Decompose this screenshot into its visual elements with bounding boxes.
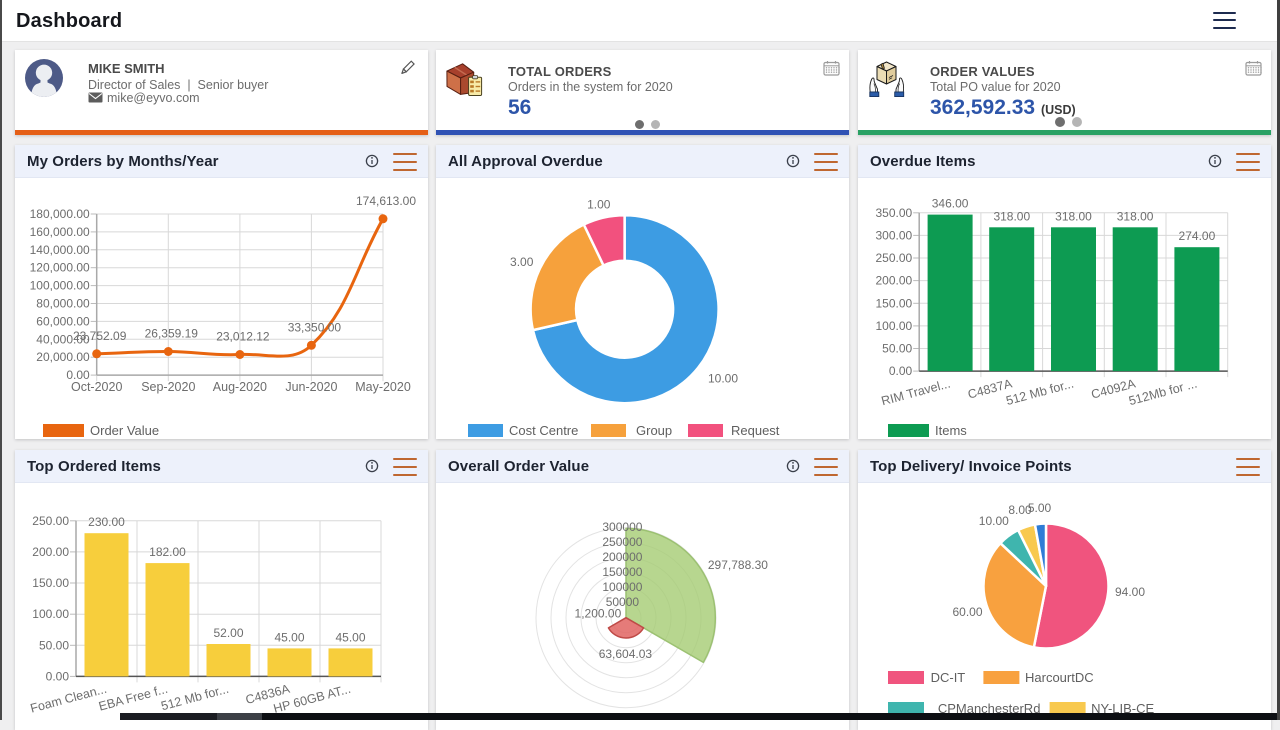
svg-text:Order Value: Order Value <box>90 423 159 438</box>
svg-text:EBA Free f...: EBA Free f... <box>97 682 169 714</box>
svg-text:Sep-2020: Sep-2020 <box>141 380 195 394</box>
svg-text:274.00: 274.00 <box>1179 229 1216 243</box>
svg-text:_CPManchesterRd: _CPManchesterRd <box>930 701 1041 716</box>
svg-text:52.00: 52.00 <box>213 626 243 640</box>
svg-text:1,200.00: 1,200.00 <box>575 607 622 621</box>
svg-text:Jun-2020: Jun-2020 <box>285 380 337 394</box>
svg-text:140,000.00: 140,000.00 <box>30 243 90 257</box>
svg-text:45.00: 45.00 <box>335 630 365 644</box>
svg-text:50000: 50000 <box>606 595 640 609</box>
svg-text:174,613.00: 174,613.00 <box>356 194 416 208</box>
svg-text:94.00: 94.00 <box>1115 585 1145 599</box>
svg-text:Items: Items <box>935 423 967 438</box>
svg-text:1.00: 1.00 <box>587 198 611 212</box>
svg-text:33,350.00: 33,350.00 <box>288 320 342 334</box>
svg-text:Request: Request <box>731 423 780 438</box>
svg-text:180,000.00: 180,000.00 <box>30 207 90 221</box>
svg-text:100000: 100000 <box>602 580 642 594</box>
svg-text:5.00: 5.00 <box>1028 501 1052 515</box>
svg-text:120,000.00: 120,000.00 <box>30 261 90 275</box>
svg-text:0.00: 0.00 <box>66 368 90 382</box>
svg-text:20,000.00: 20,000.00 <box>36 350 90 364</box>
svg-text:200.00: 200.00 <box>875 274 912 288</box>
svg-text:DC-IT: DC-IT <box>931 670 966 685</box>
svg-text:Group: Group <box>636 423 672 438</box>
svg-text:NY-LIB-CE: NY-LIB-CE <box>1091 701 1154 716</box>
svg-text:200000: 200000 <box>602 550 642 564</box>
svg-text:300.00: 300.00 <box>875 228 912 242</box>
svg-text:250000: 250000 <box>602 535 642 549</box>
svg-text:160,000.00: 160,000.00 <box>30 225 90 239</box>
svg-text:RIM Travel...: RIM Travel... <box>880 376 952 408</box>
svg-text:8.00: 8.00 <box>1008 503 1032 517</box>
svg-text:26,359.19: 26,359.19 <box>145 327 199 341</box>
svg-text:512 Mb for...: 512 Mb for... <box>160 682 231 714</box>
svg-text:318.00: 318.00 <box>1055 209 1092 223</box>
svg-text:May-2020: May-2020 <box>355 380 411 394</box>
svg-text:297,788.30: 297,788.30 <box>708 558 768 572</box>
svg-text:Foam Clean...: Foam Clean... <box>29 682 108 716</box>
svg-text:Oct-2020: Oct-2020 <box>71 380 122 394</box>
svg-text:250.00: 250.00 <box>32 514 69 528</box>
svg-text:HarcourtDC: HarcourtDC <box>1025 670 1094 685</box>
svg-text:346.00: 346.00 <box>932 197 969 211</box>
svg-text:45.00: 45.00 <box>274 630 304 644</box>
svg-text:60.00: 60.00 <box>952 605 982 619</box>
svg-text:318.00: 318.00 <box>1117 209 1154 223</box>
svg-text:150.00: 150.00 <box>32 576 69 590</box>
svg-text:100,000.00: 100,000.00 <box>30 279 90 293</box>
svg-text:0.00: 0.00 <box>889 364 913 378</box>
svg-text:50.00: 50.00 <box>39 638 69 652</box>
svg-text:300000: 300000 <box>602 520 642 534</box>
svg-text:0.00: 0.00 <box>46 669 70 683</box>
svg-text:182.00: 182.00 <box>149 545 186 559</box>
svg-text:100.00: 100.00 <box>875 319 912 333</box>
svg-text:60,000.00: 60,000.00 <box>36 314 90 328</box>
svg-text:Cost Centre: Cost Centre <box>509 423 578 438</box>
svg-text:230.00: 230.00 <box>88 515 125 529</box>
svg-text:3.00: 3.00 <box>510 255 534 269</box>
svg-text:150000: 150000 <box>602 565 642 579</box>
svg-text:40,000.00: 40,000.00 <box>36 332 90 346</box>
svg-text:50.00: 50.00 <box>882 342 912 356</box>
svg-text:63,604.03: 63,604.03 <box>599 647 653 661</box>
svg-text:512Mb for ...: 512Mb for ... <box>1127 376 1198 408</box>
svg-text:Aug-2020: Aug-2020 <box>213 380 267 394</box>
svg-text:100.00: 100.00 <box>32 607 69 621</box>
svg-text:318.00: 318.00 <box>993 209 1030 223</box>
svg-text:80,000.00: 80,000.00 <box>36 297 90 311</box>
svg-text:200.00: 200.00 <box>32 545 69 559</box>
svg-text:350.00: 350.00 <box>875 206 912 220</box>
svg-text:150.00: 150.00 <box>875 296 912 310</box>
svg-text:250.00: 250.00 <box>875 251 912 265</box>
svg-text:23,012.12: 23,012.12 <box>216 330 270 344</box>
svg-text:10.00: 10.00 <box>708 372 738 386</box>
svg-text:23,752.09: 23,752.09 <box>73 329 127 343</box>
svg-text:512 Mb for...: 512 Mb for... <box>1005 376 1076 408</box>
svg-text:10.00: 10.00 <box>979 514 1009 528</box>
